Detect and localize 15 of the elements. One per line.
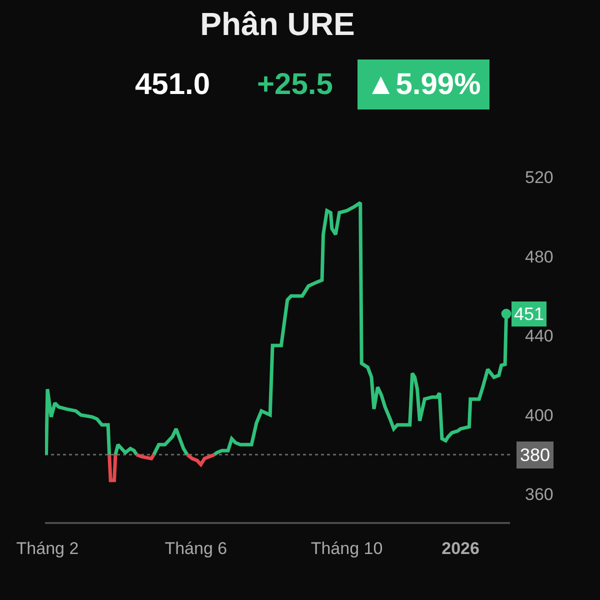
- y-tick-label: 440: [525, 326, 554, 346]
- text: ▲5.99%: [366, 68, 481, 101]
- data-label: 451: [514, 304, 544, 324]
- chart-title: Phân URE: [200, 6, 355, 42]
- ref-line-label: 380: [520, 445, 550, 465]
- y-tick-label: 480: [525, 247, 554, 266]
- x-tick-label: Tháng 2: [16, 539, 79, 558]
- x-tick-label: Tháng 6: [164, 539, 228, 558]
- x-tick-label: 2026: [442, 539, 480, 558]
- text: +25.5: [257, 68, 333, 101]
- y-tick-label: 400: [525, 406, 554, 425]
- y-tick-label: 520: [525, 168, 554, 187]
- text: 451.0: [135, 68, 210, 101]
- y-tick-label: 360: [525, 485, 554, 504]
- x-tick-label: Tháng 10: [310, 539, 383, 558]
